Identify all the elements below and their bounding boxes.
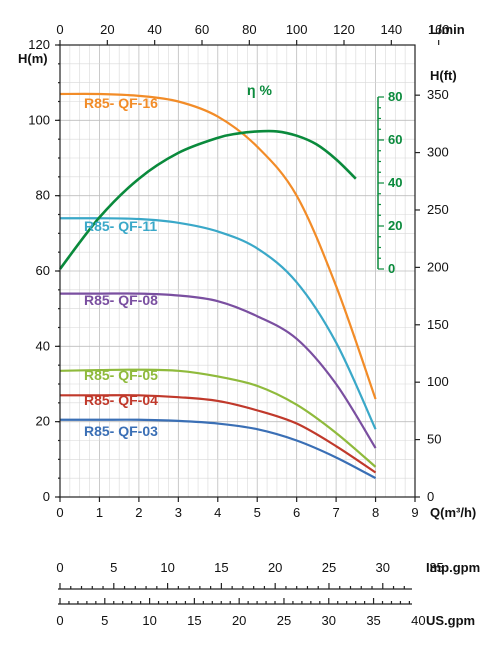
imp-gpm-tick-label: 5 [110, 560, 117, 575]
ft-tick-label: 150 [427, 317, 449, 332]
ft-tick-label: 300 [427, 145, 449, 160]
top-tick-label: 160 [428, 22, 450, 37]
series-labels: R85- QF-16 R85- QF-11 R85- QF-08 R85- QF-05… [84, 82, 272, 439]
ft-tick-label: 350 [427, 87, 449, 102]
series-line [59, 217, 377, 430]
series-line [60, 418, 377, 480]
top-tick-label: 40 [147, 22, 161, 37]
x-tick-label: 4 [214, 505, 221, 520]
series-line [59, 292, 377, 449]
us-gpm-tick-label: 20 [232, 613, 246, 628]
ft-axis-title: H(ft) [430, 68, 457, 83]
imp-gpm-title: Imp.gpm [426, 560, 480, 575]
efficiency-line [58, 129, 357, 270]
series-label: R85- QF-16 [84, 95, 158, 111]
efficiency-tick-label: 80 [388, 89, 402, 104]
x-tick-label: 0 [56, 505, 63, 520]
series-label: R85- QF-04 [84, 392, 158, 408]
y-tick-label: 120 [28, 37, 50, 52]
imp-gpm-tick-label: 25 [322, 560, 336, 575]
efficiency-label: η % [247, 82, 272, 98]
us-gpm-tick-label: 5 [101, 613, 108, 628]
ft-tick-label: 100 [427, 374, 449, 389]
x-tick-label: 3 [175, 505, 182, 520]
y-tick-label: 100 [28, 112, 50, 127]
us-gpm-tick-label: 0 [56, 613, 63, 628]
us-gpm-tick-label: 35 [366, 613, 380, 628]
x-tick-label: 2 [135, 505, 142, 520]
top-tick-label: 140 [380, 22, 402, 37]
x-tick-label: 9 [411, 505, 418, 520]
top-tick-label: 20 [100, 22, 114, 37]
efficiency-tick-label: 20 [388, 218, 402, 233]
imp-gpm-tick-label: 30 [376, 560, 390, 575]
us-gpm-tick-label: 30 [322, 613, 336, 628]
y-tick-label: 40 [36, 338, 50, 353]
ft-tick-label: 250 [427, 202, 449, 217]
efficiency-tick-label: 0 [388, 261, 395, 276]
top-tick-label: 80 [242, 22, 256, 37]
y-tick-label: 0 [43, 489, 50, 504]
top-tick-label: 0 [56, 22, 63, 37]
efficiency-tick-label: 40 [388, 175, 402, 190]
series-curves [59, 92, 377, 480]
series-line [60, 394, 377, 474]
imp-gpm-tick-label: 15 [214, 560, 228, 575]
us-gpm-tick-label: 15 [187, 613, 201, 628]
us-gpm-tick-label: 10 [142, 613, 156, 628]
y-tick-label: 80 [36, 188, 50, 203]
y-tick-label: 60 [36, 263, 50, 278]
series-line [59, 368, 377, 468]
top-tick-label: 60 [195, 22, 209, 37]
x-tick-label: 7 [332, 505, 339, 520]
imp-gpm-tick-label: 10 [160, 560, 174, 575]
ft-tick-label: 200 [427, 259, 449, 274]
top-tick-label: 120 [333, 22, 355, 37]
series-label: R85- QF-08 [84, 292, 158, 308]
series-label: R85- QF-11 [84, 218, 157, 234]
x-axis-title: Q(m³/h) [430, 505, 476, 520]
ft-tick-label: 50 [427, 432, 441, 447]
imp-gpm-tick-label: 20 [268, 560, 282, 575]
imp-gpm-tick-label: 35 [429, 560, 443, 575]
us-gpm-tick-label: 40 [411, 613, 425, 628]
top-tick-label: 100 [286, 22, 308, 37]
top-axis-title: L/min [430, 22, 465, 37]
series-line [59, 92, 377, 400]
efficiency-tick-label: 60 [388, 132, 402, 147]
x-tick-label: 6 [293, 505, 300, 520]
series-label: R85- QF-05 [84, 367, 158, 383]
series-label: R85- QF-03 [84, 423, 158, 439]
y-tick-label: 20 [36, 414, 50, 429]
efficiency-curve [58, 129, 357, 270]
us-gpm-tick-label: 25 [277, 613, 291, 628]
x-tick-label: 8 [372, 505, 379, 520]
x-tick-label: 1 [96, 505, 103, 520]
y-axis-title: H(m) [18, 51, 48, 66]
imp-gpm-tick-label: 0 [56, 560, 63, 575]
us-gpm-title: US.gpm [426, 613, 475, 628]
x-tick-label: 5 [254, 505, 261, 520]
ft-tick-label: 0 [427, 489, 434, 504]
